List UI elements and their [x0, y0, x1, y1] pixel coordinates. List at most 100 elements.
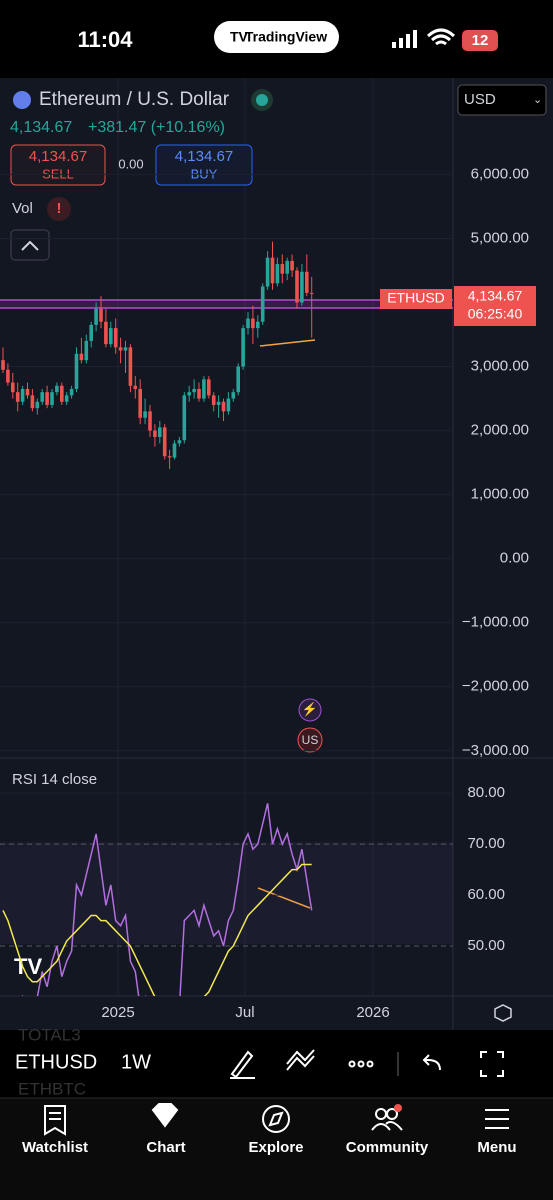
time-label: 2026 [356, 1004, 389, 1021]
candle-body [182, 395, 187, 441]
event-icon[interactable] [298, 698, 322, 722]
battery [462, 30, 498, 51]
candle-body [246, 318, 250, 329]
candle-body [15, 392, 20, 402]
candle-body [251, 318, 255, 329]
y-tick-label: 60.00 [467, 886, 505, 903]
candle-body [128, 347, 133, 386]
chart-bg [0, 78, 553, 1030]
candle-body [148, 411, 152, 431]
candle-body [177, 440, 182, 444]
symbol-tag: ETHUSD [387, 290, 445, 306]
candle-body [133, 385, 138, 389]
spread: 0.00 [118, 156, 143, 171]
candle-body [158, 427, 162, 437]
candle-body [79, 353, 84, 361]
sell-price: 4,134.67 [29, 148, 87, 165]
toolbar-symbol[interactable]: ETHUSD [15, 1051, 97, 1073]
interval[interactable]: 1W [121, 1051, 151, 1073]
candle-body [25, 388, 30, 396]
candle-body [260, 286, 265, 322]
currency-select[interactable] [457, 84, 547, 116]
candle-body [30, 395, 35, 409]
candle-body [89, 324, 93, 341]
buy-price: 4,134.67 [175, 148, 233, 165]
candle-body [1, 360, 5, 370]
signal [392, 30, 417, 48]
y-tick-label: 80.00 [467, 784, 505, 801]
nav-label: Explore [248, 1139, 303, 1156]
candle-body [265, 257, 270, 287]
candle-body [143, 411, 147, 418]
candle-body [207, 379, 211, 396]
ghost-symbol: ETHBTC [18, 1079, 86, 1098]
candle-body [109, 328, 113, 345]
symbol-title: Ethereum / U.S. Dollar [39, 89, 230, 110]
eth-icon [13, 91, 31, 109]
candle-body [84, 340, 89, 361]
y-tick-label: −2,000.00 [462, 678, 529, 695]
candle-body [6, 369, 10, 383]
caret: ⌄ [533, 94, 542, 106]
candle-body [305, 271, 309, 293]
y-tick-label: 0.00 [500, 550, 529, 567]
candle-body [226, 398, 231, 412]
candle-body [211, 395, 216, 405]
price-tag-bg [454, 286, 536, 326]
candle-body [309, 292, 314, 294]
symbol-tag-bg [380, 289, 452, 309]
y-tick-label: 1,000.00 [471, 486, 529, 503]
candle-body [202, 379, 206, 399]
candle-body [216, 401, 221, 405]
sell-button[interactable] [10, 144, 106, 186]
y-tick-label: 2,000.00 [471, 422, 529, 439]
y-tick-label: 3,000.00 [471, 358, 529, 375]
settings-icon[interactable] [494, 1004, 512, 1022]
y-tick-label: 5,000.00 [471, 229, 529, 246]
change: +381.47 (+10.16%) [88, 119, 225, 136]
candle-body [104, 321, 108, 345]
nav-label: Community [346, 1139, 429, 1156]
candle-body [270, 257, 275, 284]
rsi-ma-line [2, 863, 312, 996]
clock: 11:04 [77, 27, 133, 52]
candle-body [20, 388, 25, 402]
app-name: TradingView [245, 29, 327, 45]
candle-body [153, 430, 157, 437]
y-tick-label: −1,000.00 [462, 614, 529, 631]
candle-body [256, 321, 260, 329]
y-tick-label: 70.00 [467, 835, 505, 852]
nav-label: Watchlist [22, 1139, 88, 1156]
trend-line [259, 339, 316, 347]
buy-button[interactable] [155, 144, 253, 186]
candle-body [300, 271, 304, 303]
y-tick-label: 50.00 [467, 937, 505, 954]
candle-body [197, 388, 201, 399]
toolbar [0, 1030, 553, 1098]
economic-event[interactable] [297, 727, 323, 753]
toolbar-icons[interactable] [230, 1049, 504, 1079]
tv-logo: TV [230, 29, 249, 45]
candle-body [187, 392, 191, 396]
candle-body [55, 385, 59, 393]
nav-label: Chart [146, 1139, 185, 1156]
candle-body [162, 427, 167, 457]
collapse-button[interactable] [10, 229, 50, 261]
candles [1, 241, 314, 470]
candle-body [295, 270, 299, 303]
wifi [426, 28, 456, 46]
candle-body [275, 264, 280, 284]
tv-watermark: TV [14, 954, 42, 979]
y-tick-label: −3,000.00 [462, 742, 529, 759]
candle-body [45, 392, 49, 405]
quote: 4,134.67 [10, 119, 72, 136]
candle-body [231, 392, 236, 399]
candle-body [69, 388, 74, 396]
collapse-icon [21, 240, 39, 251]
zone [0, 300, 453, 308]
candle-body [236, 366, 240, 393]
rsi-line [21, 803, 313, 996]
time-label: 2025 [101, 1004, 134, 1021]
